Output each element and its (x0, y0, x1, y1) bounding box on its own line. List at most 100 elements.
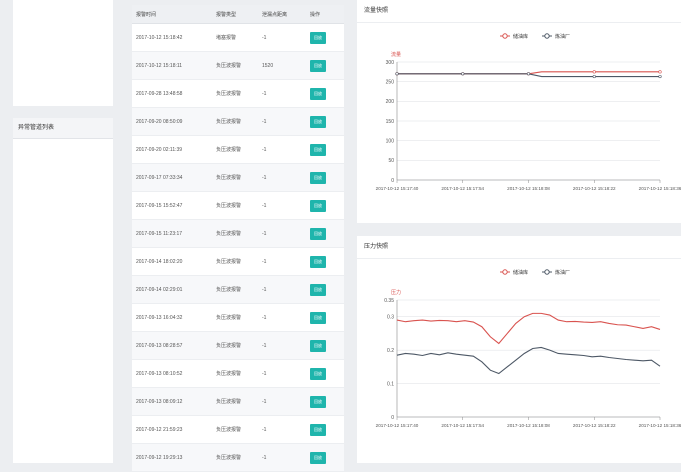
data-point (461, 72, 465, 76)
y-axis-label: 流量 (391, 51, 401, 58)
cell-leak-distance: 1520 (258, 51, 306, 80)
series-line (396, 346, 661, 375)
series-line (396, 312, 661, 345)
cell-action: 回放 (306, 303, 344, 332)
y-tick-label: 0 (391, 178, 394, 184)
cell-leak-distance: -1 (258, 359, 306, 388)
cell-leak-distance: -1 (258, 331, 306, 360)
y-tick-label: 300 (386, 60, 395, 66)
replay-button[interactable]: 回放 (310, 311, 326, 324)
y-tick-label: 0.3 (387, 315, 394, 321)
cell-alarm-time: 2017-09-13 08:09:12 (132, 387, 212, 416)
table-row: 2017-09-14 02:29:01 负压波报警 -1 回放 (132, 275, 344, 304)
data-point (592, 74, 596, 79)
y-tick-label: 150 (386, 119, 395, 125)
legend-marker (544, 33, 550, 39)
flow-snapshot-panel: 流量快照 储油库 炼油厂 流量 0 50 100 150 200 250 300 2017-10-1… (357, 0, 681, 223)
cell-alarm-type: 负压波报警 (212, 135, 258, 164)
replay-button[interactable]: 回放 (310, 367, 326, 380)
cell-alarm-type: 负压波报警 (212, 79, 258, 108)
cell-leak-distance: -1 (258, 107, 306, 136)
table-row: 2017-09-13 08:28:57 负压波报警 -1 回放 (132, 331, 344, 360)
replay-button[interactable]: 回放 (310, 31, 326, 44)
cell-alarm-time: 2017-09-17 07:33:34 (132, 163, 212, 192)
cell-action: 回放 (306, 51, 344, 80)
cell-alarm-time: 2017-09-20 02:11:39 (132, 135, 212, 164)
cell-action: 回放 (306, 331, 344, 360)
cell-leak-distance: -1 (258, 219, 306, 248)
alarm-table: 报警时间 报警类型 泄漏点距离 操作 2017-10-12 15:18:42 堵塞… (132, 5, 344, 472)
left-top-panel (13, 0, 113, 106)
y-tick-label: 0.35 (384, 298, 394, 304)
table-row: 2017-09-12 19:29:13 负压波报警 -1 回放 (132, 443, 344, 472)
cell-leak-distance: -1 (258, 415, 306, 444)
legend-marker (502, 269, 508, 275)
replay-button[interactable]: 回放 (310, 339, 326, 352)
cell-alarm-time: 2017-10-12 15:18:42 (132, 23, 212, 52)
data-point (526, 72, 531, 76)
pressure-snapshot-panel: 压力快照 储油库 炼油厂 压力 0 0.1 0.2 0.3 0.35 2017-10-12 15… (357, 236, 681, 463)
y-tick-label: 100 (386, 138, 395, 144)
replay-button[interactable]: 回放 (310, 199, 326, 212)
cell-leak-distance: -1 (258, 387, 306, 416)
cell-action: 回放 (306, 443, 344, 472)
cell-leak-distance: -1 (258, 79, 306, 108)
x-tick-label: 2017-10-12 15:18:08 (507, 186, 550, 191)
replay-button[interactable]: 回放 (310, 255, 326, 268)
cell-alarm-time: 2017-09-15 15:52:47 (132, 191, 212, 220)
replay-button[interactable]: 回放 (310, 451, 326, 464)
replay-button[interactable]: 回放 (310, 227, 326, 240)
legend-marker (502, 33, 508, 39)
cell-action: 回放 (306, 387, 344, 416)
replay-button[interactable]: 回放 (310, 171, 326, 184)
replay-button[interactable]: 回放 (310, 115, 326, 128)
y-axis-label: 压力 (391, 289, 401, 296)
legend-label: 炼油厂 (555, 269, 570, 276)
replay-button[interactable]: 回放 (310, 143, 326, 156)
cell-alarm-time: 2017-09-13 08:28:57 (132, 331, 212, 360)
replay-button[interactable]: 回放 (310, 87, 326, 100)
cell-alarm-time: 2017-09-13 08:10:52 (132, 359, 212, 388)
cell-leak-distance: -1 (258, 275, 306, 304)
cell-action: 回放 (306, 219, 344, 248)
replay-button[interactable]: 回放 (310, 283, 326, 296)
y-tick-label: 250 (386, 79, 395, 85)
y-tick-label: 0.2 (387, 348, 394, 354)
data-point (658, 74, 662, 79)
cell-leak-distance: -1 (258, 23, 306, 52)
data-point (658, 70, 662, 74)
cell-action: 回放 (306, 247, 344, 276)
replay-button[interactable]: 回放 (310, 59, 326, 72)
x-tick-label: 2017-10-12 15:18:36 (639, 423, 681, 428)
cell-action: 回放 (306, 191, 344, 220)
cell-action: 回放 (306, 163, 344, 192)
data-point (395, 72, 399, 76)
table-row: 2017-09-15 15:52:47 负压波报警 -1 回放 (132, 191, 344, 220)
legend-label: 炼油厂 (555, 33, 570, 40)
x-tick-label: 2017-10-12 15:18:36 (639, 186, 681, 191)
col-alarm-type: 报警类型 (212, 5, 258, 24)
cell-alarm-type: 负压波报警 (212, 331, 258, 360)
cell-alarm-type: 负压波报警 (212, 387, 258, 416)
x-tick-label: 2017-10-12 15:17:40 (376, 186, 419, 191)
cell-alarm-time: 2017-09-13 16:04:32 (132, 303, 212, 332)
cell-action: 回放 (306, 79, 344, 108)
table-row: 2017-09-14 18:02:20 负压波报警 -1 回放 (132, 247, 344, 276)
pressure-snapshot-title: 压力快照 (357, 236, 681, 259)
cell-alarm-type: 负压波报警 (212, 303, 258, 332)
x-tick-label: 2017-10-12 15:17:54 (441, 423, 484, 428)
replay-button[interactable]: 回放 (310, 395, 326, 408)
data-point (592, 70, 596, 74)
col-leak-distance: 泄漏点距离 (258, 5, 306, 24)
cell-action: 回放 (306, 23, 344, 52)
cell-leak-distance: -1 (258, 303, 306, 332)
table-row: 2017-09-13 16:04:32 负压波报警 -1 回放 (132, 303, 344, 332)
cell-alarm-type: 负压波报警 (212, 359, 258, 388)
col-alarm-time: 报警时间 (132, 5, 212, 24)
replay-button[interactable]: 回放 (310, 423, 326, 436)
cell-alarm-type: 负压波报警 (212, 51, 258, 80)
cell-alarm-time: 2017-09-12 19:29:13 (132, 443, 212, 472)
table-row: 2017-09-20 02:11:39 负压波报警 -1 回放 (132, 135, 344, 164)
